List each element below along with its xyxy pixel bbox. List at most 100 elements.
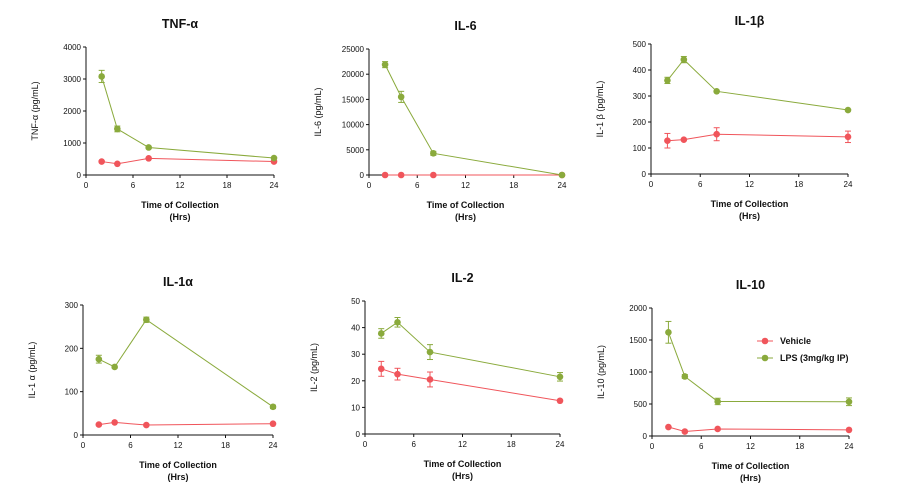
y-tick-label: 100	[65, 388, 79, 397]
y-axis-label: TNF-α (pg/mL)	[30, 81, 40, 140]
y-tick-label: 0	[642, 170, 647, 179]
data-point	[844, 133, 852, 141]
legend-lps-label: LPS (3mg/kg IP)	[780, 353, 849, 363]
x-tick-label: 12	[176, 181, 185, 190]
y-tick-label: 50	[351, 297, 360, 306]
data-point	[143, 421, 150, 429]
series-line	[667, 332, 850, 403]
x-tick-label: 18	[223, 181, 232, 190]
x-axis-label: Time of Collection	[141, 200, 219, 210]
data-point	[377, 330, 385, 337]
data-point	[664, 137, 671, 145]
data-point	[845, 426, 853, 434]
y-tick-label: 0	[360, 171, 365, 180]
series-lps	[381, 61, 566, 179]
data-point	[430, 150, 437, 157]
x-tick-label: 12	[746, 442, 755, 451]
x-tick-label: 0	[367, 181, 372, 190]
legend-lps-marker	[761, 354, 769, 362]
x-axis-unit: (Hrs)	[167, 472, 188, 482]
x-tick-label: 6	[699, 442, 704, 451]
data-point	[556, 397, 564, 405]
data-point	[143, 316, 150, 324]
data-point	[269, 403, 277, 411]
panel-4: IL-2 0 10 20 30 40 50 0 6 12 18 24 Time of Collectio…	[309, 271, 565, 481]
data-point	[430, 171, 437, 179]
y-tick-label: 1000	[629, 368, 647, 377]
y-axis-label: IL-2 (pg/mL)	[309, 343, 319, 392]
data-point	[145, 155, 152, 162]
data-point	[664, 77, 671, 84]
x-tick-label: 24	[845, 442, 854, 451]
y-tick-label: 0	[74, 431, 79, 440]
y-tick-label: 20	[351, 377, 360, 386]
y-tick-label: 4000	[63, 43, 81, 52]
x-tick-label: 6	[415, 181, 420, 190]
data-point	[111, 363, 118, 371]
data-point	[145, 144, 152, 151]
legend: Vehicle LPS (3mg/kg IP)	[757, 336, 849, 363]
series-vehicle	[664, 127, 852, 149]
panel-0: TNF-α 0 1000 2000 3000 4000 0 6 12 18 24 Time of Co…	[30, 17, 279, 222]
y-tick-label: 500	[633, 40, 647, 49]
data-point	[713, 88, 720, 95]
data-point	[426, 348, 434, 356]
x-axis-label: Time of Collection	[424, 459, 502, 469]
x-tick-label: 0	[81, 441, 86, 450]
x-axis-unit: (Hrs)	[452, 471, 473, 481]
data-point	[556, 373, 564, 381]
legend-vehicle-label: Vehicle	[780, 336, 811, 346]
data-point	[394, 370, 401, 378]
y-tick-label: 0	[643, 432, 648, 441]
y-tick-label: 15000	[342, 95, 365, 104]
x-tick-label: 0	[649, 180, 654, 189]
data-point	[95, 355, 103, 363]
y-tick-label: 20000	[342, 70, 365, 79]
data-point	[844, 106, 852, 114]
series-line	[380, 321, 561, 378]
series-line	[667, 58, 849, 111]
data-point	[681, 428, 689, 435]
x-tick-label: 18	[795, 442, 804, 451]
panel-5: IL-10 0 500 1000 1500 2000 0 6 12 18 24 Time of Col…	[596, 278, 854, 483]
panel-title: IL-6	[454, 19, 476, 33]
y-tick-label: 200	[633, 118, 647, 127]
data-point	[270, 154, 278, 162]
x-tick-label: 18	[507, 440, 516, 449]
panel-1: IL-6 0 5000 10000 15000 20000 25000 0 6 12 18 24 Tim…	[313, 19, 567, 222]
data-point	[381, 61, 389, 68]
data-point	[98, 158, 105, 165]
x-tick-label: 0	[363, 440, 368, 449]
x-tick-label: 0	[650, 442, 655, 451]
data-point	[665, 423, 672, 431]
x-tick-label: 12	[458, 440, 467, 449]
data-point	[381, 171, 389, 179]
x-axis-unit: (Hrs)	[455, 212, 476, 222]
y-tick-label: 2000	[629, 304, 647, 313]
data-point	[680, 136, 688, 143]
y-tick-label: 100	[633, 144, 647, 153]
legend-vehicle-marker	[761, 337, 769, 345]
x-tick-label: 12	[461, 181, 470, 190]
y-tick-label: 300	[633, 92, 647, 101]
data-point	[680, 56, 688, 63]
x-tick-label: 6	[412, 440, 417, 449]
y-tick-label: 25000	[342, 45, 365, 54]
x-tick-label: 24	[844, 180, 853, 189]
y-tick-label: 10000	[342, 121, 365, 130]
series-line	[384, 64, 563, 176]
x-tick-label: 24	[269, 441, 278, 450]
x-axis-unit: (Hrs)	[169, 212, 190, 222]
series-line	[667, 133, 849, 142]
data-point	[98, 73, 105, 80]
series-lps	[95, 316, 277, 411]
panel-title: TNF-α	[162, 17, 198, 31]
series-vehicle	[95, 419, 277, 429]
x-tick-label: 6	[128, 441, 133, 450]
series-lps	[665, 320, 853, 407]
data-point	[665, 329, 672, 336]
data-point	[426, 376, 434, 383]
series-line	[381, 368, 561, 402]
y-tick-label: 3000	[63, 75, 81, 84]
y-tick-label: 0	[77, 171, 82, 180]
